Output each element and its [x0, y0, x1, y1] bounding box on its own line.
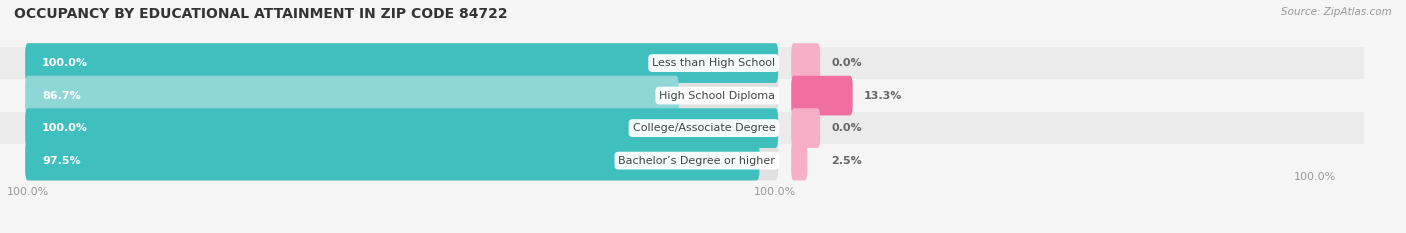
- Text: Bachelor’s Degree or higher: Bachelor’s Degree or higher: [619, 156, 775, 166]
- Text: 13.3%: 13.3%: [863, 91, 903, 101]
- Text: 2.5%: 2.5%: [831, 156, 862, 166]
- FancyBboxPatch shape: [792, 141, 807, 180]
- FancyBboxPatch shape: [792, 108, 820, 148]
- Text: 97.5%: 97.5%: [42, 156, 80, 166]
- Text: 100.0%: 100.0%: [42, 58, 89, 68]
- FancyBboxPatch shape: [0, 79, 1364, 112]
- Text: 100.0%: 100.0%: [42, 123, 89, 133]
- Text: Less than High School: Less than High School: [652, 58, 775, 68]
- FancyBboxPatch shape: [0, 47, 1364, 79]
- Text: High School Diploma: High School Diploma: [659, 91, 775, 101]
- Text: 86.7%: 86.7%: [42, 91, 80, 101]
- FancyBboxPatch shape: [25, 108, 778, 148]
- FancyBboxPatch shape: [0, 144, 1364, 177]
- FancyBboxPatch shape: [25, 43, 778, 83]
- FancyBboxPatch shape: [25, 108, 778, 148]
- FancyBboxPatch shape: [25, 76, 679, 115]
- FancyBboxPatch shape: [792, 76, 852, 115]
- FancyBboxPatch shape: [792, 43, 820, 83]
- Text: College/Associate Degree: College/Associate Degree: [633, 123, 775, 133]
- FancyBboxPatch shape: [0, 112, 1364, 144]
- Text: 100.0%: 100.0%: [1294, 172, 1336, 182]
- Text: OCCUPANCY BY EDUCATIONAL ATTAINMENT IN ZIP CODE 84722: OCCUPANCY BY EDUCATIONAL ATTAINMENT IN Z…: [14, 7, 508, 21]
- Text: 0.0%: 0.0%: [831, 123, 862, 133]
- FancyBboxPatch shape: [25, 141, 759, 180]
- FancyBboxPatch shape: [25, 141, 778, 180]
- FancyBboxPatch shape: [25, 43, 778, 83]
- FancyBboxPatch shape: [25, 76, 778, 115]
- Text: Source: ZipAtlas.com: Source: ZipAtlas.com: [1281, 7, 1392, 17]
- Text: 0.0%: 0.0%: [831, 58, 862, 68]
